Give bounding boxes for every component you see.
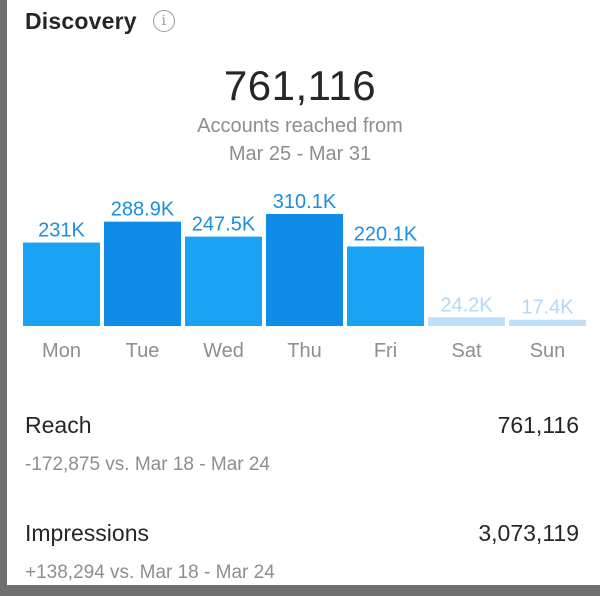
data-label-mon: 231K xyxy=(38,220,85,242)
daily-reach-bar-chart: 231K Mon 288.9K Tue 247.5K Wed 310.1K Thu 220.1K… xyxy=(23,191,586,362)
data-label-sun: 17.4K xyxy=(521,297,574,319)
info-icon[interactable]: i xyxy=(152,10,175,32)
accounts-reached-caption: Accounts reached from xyxy=(197,115,403,137)
impressions-label: Impressions xyxy=(25,520,149,546)
day-label-fri: Fri xyxy=(374,340,397,362)
data-label-fri: 220.1K xyxy=(354,224,418,246)
bar-thu[interactable] xyxy=(266,214,343,326)
bar-sat[interactable] xyxy=(428,317,505,326)
impressions-value: 3,073,119 xyxy=(478,520,579,546)
data-label-wed: 247.5K xyxy=(192,214,256,236)
frame-left-border xyxy=(0,0,7,596)
bar-sun[interactable] xyxy=(509,319,586,326)
section-title: Discovery xyxy=(25,7,137,34)
impressions-comparison: +138,294 vs. Mar 18 - Mar 24 xyxy=(25,562,275,583)
date-range: Mar 25 - Mar 31 xyxy=(228,143,372,165)
bar-fri[interactable] xyxy=(347,246,424,326)
day-label-thu: Thu xyxy=(287,340,321,362)
day-label-mon: Mon xyxy=(42,340,81,362)
data-label-tue: 288.9K xyxy=(111,199,175,221)
day-label-tue: Tue xyxy=(126,340,160,362)
bar-mon[interactable] xyxy=(23,242,100,326)
accounts-reached-total: 761,116 xyxy=(223,62,377,109)
frame-bottom-border xyxy=(0,585,600,596)
reach-comparison: -172,875 vs. Mar 18 - Mar 24 xyxy=(25,454,270,475)
reach-label: Reach xyxy=(25,412,92,438)
data-label-thu: 310.1K xyxy=(273,191,337,213)
data-label-sat: 24.2K xyxy=(440,294,493,316)
day-label-wed: Wed xyxy=(203,340,244,362)
bar-wed[interactable] xyxy=(185,236,262,326)
discovery-header: Discovery i xyxy=(25,4,175,38)
day-label-sun: Sun xyxy=(530,340,566,362)
reach-value: 761,116 xyxy=(497,412,579,438)
day-label-sat: Sat xyxy=(451,340,481,362)
bar-tue[interactable] xyxy=(104,221,181,326)
